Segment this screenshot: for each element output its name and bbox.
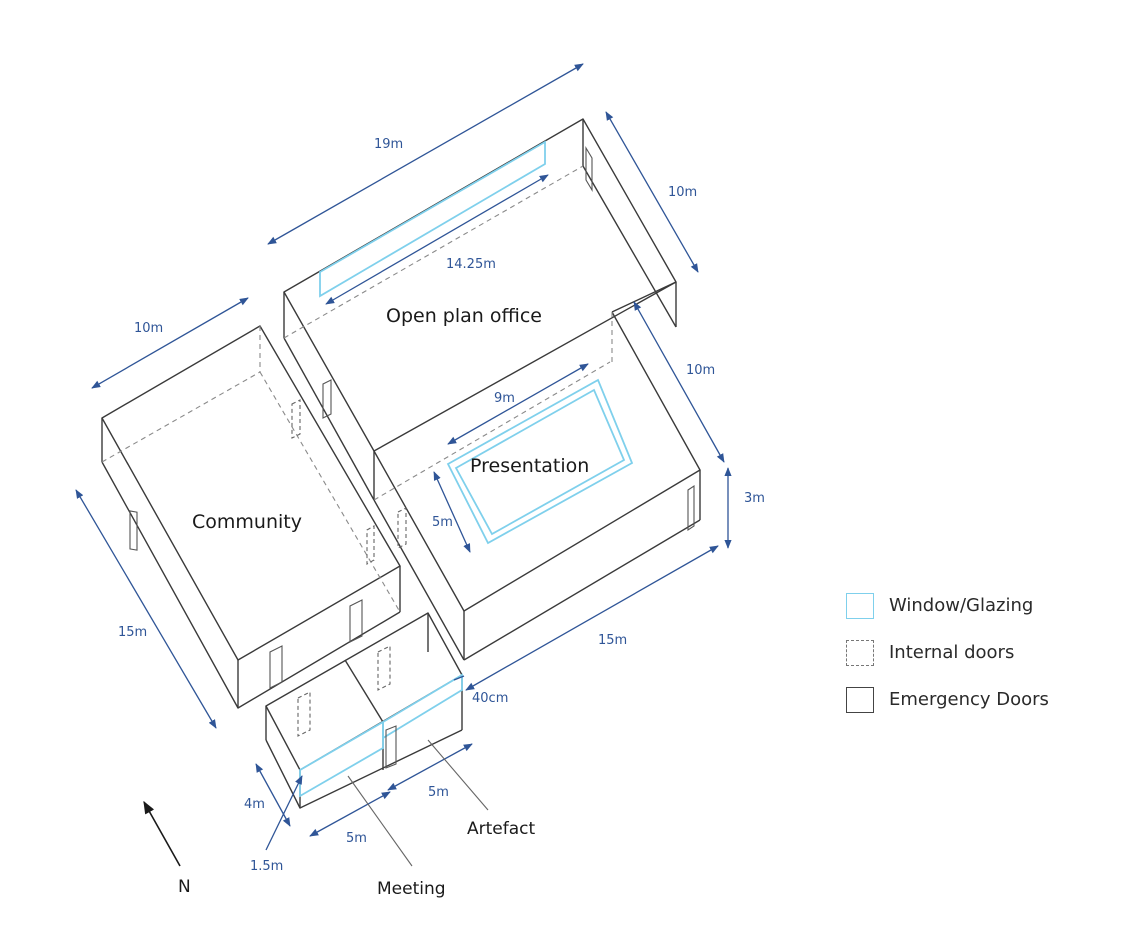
dim-meeting-depth: 4m	[244, 797, 265, 812]
meeting-artefact-block	[265, 612, 463, 809]
dim-meeting-length: 5m	[346, 831, 367, 846]
community-emergency-door	[129, 510, 138, 551]
legend-item-window: Window/Glazing	[846, 582, 1049, 629]
dim-wall-height: 3m	[744, 491, 765, 506]
artefact-internal-door	[377, 645, 391, 691]
dim-presentation-block-width: 10m	[686, 363, 715, 378]
label-presentation: Presentation	[470, 455, 589, 477]
office-emergency-door	[585, 146, 593, 192]
dim-office-length: 19m	[374, 137, 403, 152]
office-window-glazing	[319, 140, 546, 298]
legend-label-window: Window/Glazing	[889, 595, 1034, 616]
north-arrow-icon	[143, 800, 181, 867]
presentation-emergency-door	[687, 484, 695, 532]
window-swatch-icon	[846, 592, 874, 619]
meeting-window	[299, 720, 384, 798]
legend-item-emergency: Emergency Doors	[846, 676, 1049, 723]
legend: Window/Glazing Internal doors Emergency …	[846, 582, 1049, 723]
dim-office-width: 10m	[668, 185, 697, 200]
label-community: Community	[192, 511, 302, 533]
dim-community-length: 15m	[118, 625, 147, 640]
community-emergency-door-3	[269, 645, 283, 689]
dimension-lines	[75, 63, 732, 851]
presentation-internal-door	[397, 507, 407, 549]
label-open-plan-office: Open plan office	[386, 305, 542, 327]
dim-presentation-zone-width: 5m	[432, 515, 453, 530]
label-artefact: Artefact	[467, 819, 535, 839]
community-internal-door-1	[291, 399, 301, 439]
internal-door-swatch-icon	[846, 639, 874, 666]
meeting-internal-door	[297, 691, 311, 737]
legend-label-emergency: Emergency Doors	[889, 689, 1049, 710]
dim-artefact-length: 5m	[428, 785, 449, 800]
dim-window-length: 14.25m	[446, 257, 496, 272]
dim-wall-thickness: 40cm	[472, 691, 508, 706]
community-internal-door-2	[366, 525, 375, 565]
artefact-window	[382, 673, 463, 740]
north-label: N	[178, 877, 191, 897]
dim-meeting-window: 1.5m	[250, 859, 283, 874]
office-emergency-door-2	[322, 379, 332, 419]
dim-presentation-zone-length: 9m	[494, 391, 515, 406]
emergency-door-swatch-icon	[846, 686, 874, 713]
label-meeting: Meeting	[377, 879, 446, 899]
community-emergency-door-2	[349, 599, 363, 643]
dim-presentation-block-length: 15m	[598, 633, 627, 648]
legend-item-internal: Internal doors	[846, 629, 1049, 676]
dim-community-width: 10m	[134, 321, 163, 336]
legend-label-internal: Internal doors	[889, 642, 1015, 663]
